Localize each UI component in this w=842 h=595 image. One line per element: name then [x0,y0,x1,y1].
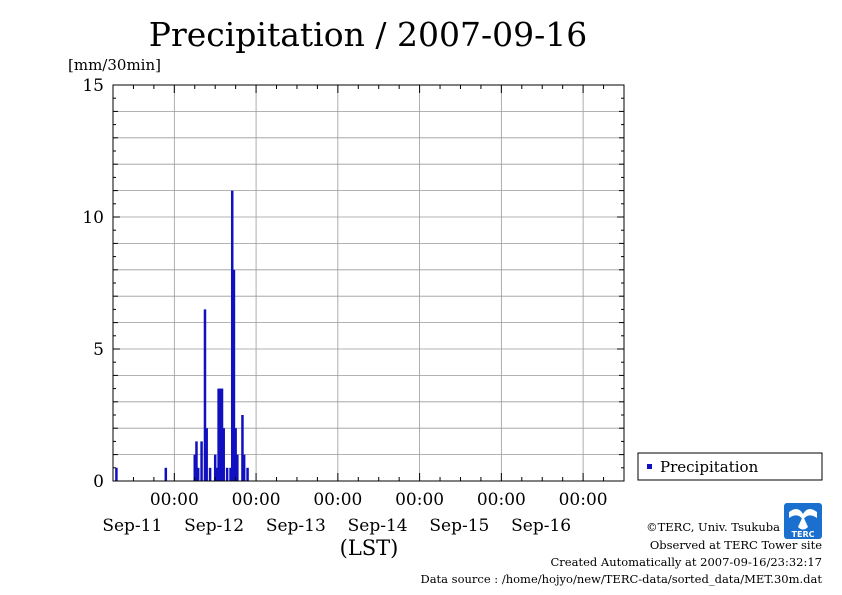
axis-ticks [112,84,625,482]
precipitation-bar [217,388,220,481]
y-tick-label: 10 [82,208,104,228]
precipitation-bar [222,428,225,481]
y-tick-labels: 0 5 10 15 [82,76,104,492]
precipitation-bar [234,428,237,481]
logo-wave-icon [789,508,817,520]
grid-lines [113,85,624,481]
created-text: Created Automatically at 2007-09-16/23:3… [551,555,823,569]
x-tick-labels: 00:00 Sep-11 00:00 Sep-12 00:00 Sep-13 00:00 Se… [102,490,607,536]
x-tick-date-label: Sep-15 [429,516,489,536]
precipitation-bar [193,454,197,481]
x-tick-hour-label: 00:00 [313,490,362,510]
precipitation-bar [225,467,229,481]
chart-title: Precipitation / 2007-09-16 [149,15,587,54]
precipitation-bar [164,467,168,481]
y-tick-label: 0 [93,472,104,492]
x-axis-label: (LST) [340,536,399,560]
legend: Precipitation [637,452,823,481]
legend-box [637,452,823,481]
copyright-text: ©TERC, Univ. Tsukuba [646,520,780,534]
y-tick-label: 5 [93,340,104,360]
precipitation-bar [246,467,249,481]
precipitation-bar [242,454,246,481]
precipitation-bar [220,388,224,481]
precipitation-bar [219,388,222,481]
precipitation-bar [195,441,198,481]
logo-drop-icon [798,516,808,530]
precipitation-bar [241,415,244,481]
precipitation-bar [236,454,239,481]
y-tick-label: 15 [82,76,104,96]
precipitation-bar [203,309,207,481]
precipitation-bar [200,441,203,481]
data-source-text: Data source : /home/hojyo/new/TERC-data/… [420,572,822,586]
x-tick-hour-label: 00:00 [150,490,199,510]
x-tick-hour-label: 00:00 [395,490,444,510]
y-axis-unit-label: [mm/30min] [68,56,161,74]
logo-text: TERC [792,530,815,539]
x-tick-date-label: Sep-11 [102,516,162,536]
precipitation-bar [230,190,234,481]
x-tick-hour-label: 00:00 [232,490,281,510]
precipitation-bar [232,269,236,481]
precipitation-bar [215,467,219,481]
x-tick-hour-label: 00:00 [477,490,526,510]
precipitation-bar [196,467,200,481]
x-tick-hour-label: 00:00 [559,490,608,510]
x-tick-date-label: Sep-13 [266,516,326,536]
x-tick-date-label: Sep-14 [348,516,408,536]
plot-frame [112,84,625,482]
legend-label-precipitation: Precipitation [660,458,759,476]
site-text: Observed at TERC Tower site [650,538,822,552]
precipitation-bar [205,428,208,481]
terc-logo: TERC [784,503,822,539]
x-tick-date-label: Sep-12 [184,516,244,536]
precipitation-bars [115,190,249,481]
precipitation-bar [229,467,232,481]
legend-swatch [647,464,652,469]
precipitation-bar [115,467,118,481]
x-tick-date-label: Sep-16 [511,516,571,536]
precipitation-bar [213,454,217,481]
precipitation-bar [208,467,212,481]
